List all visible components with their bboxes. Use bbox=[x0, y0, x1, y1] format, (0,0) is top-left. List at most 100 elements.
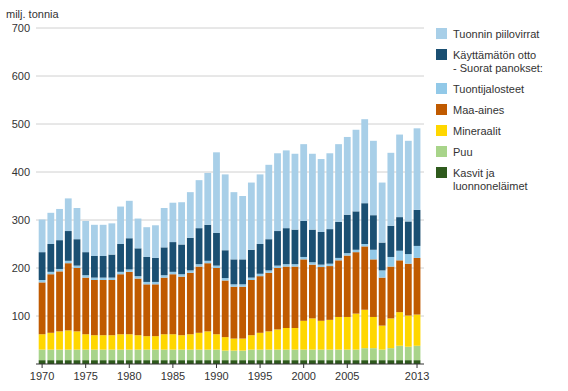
bar-segment bbox=[370, 141, 377, 215]
bar-segment bbox=[318, 232, 325, 265]
x-tick bbox=[42, 364, 43, 368]
bar-segment bbox=[326, 266, 333, 320]
bar-segment bbox=[178, 335, 185, 349]
legend-label: Käyttämätön otto- Suorat panokset: bbox=[453, 49, 543, 74]
y-tick-label: 200 bbox=[12, 262, 30, 274]
bar-segment bbox=[318, 159, 325, 232]
bar-segment bbox=[318, 360, 325, 364]
bar-segment bbox=[344, 137, 351, 215]
bar-segment bbox=[100, 360, 107, 364]
bar-segment bbox=[91, 350, 98, 361]
bar-segment bbox=[370, 250, 377, 260]
y-tick-label: 700 bbox=[12, 22, 30, 34]
legend-swatch bbox=[436, 83, 447, 94]
bars bbox=[39, 119, 421, 364]
chart-container: 1002003004005006007001970197519801985199… bbox=[0, 0, 568, 391]
bar-segment bbox=[213, 360, 220, 364]
bar-segment bbox=[135, 360, 142, 364]
x-tick-label: 1995 bbox=[248, 370, 272, 382]
bar-segment bbox=[318, 267, 325, 321]
bar-segment bbox=[56, 331, 63, 349]
x-tick-label: 1990 bbox=[204, 370, 228, 382]
bar-segment bbox=[335, 350, 342, 361]
bar-segment bbox=[65, 263, 72, 330]
bar-segment bbox=[353, 360, 360, 364]
bar-segment bbox=[326, 264, 333, 266]
bar-segment bbox=[196, 333, 203, 350]
bar-segment bbox=[405, 360, 412, 364]
bar-segment bbox=[108, 255, 115, 278]
bar-segment bbox=[56, 209, 63, 240]
bar-segment bbox=[370, 215, 377, 250]
bar-segment bbox=[396, 251, 403, 261]
bar-segment bbox=[274, 329, 281, 349]
bar-segment bbox=[414, 315, 421, 346]
bar-segment bbox=[161, 350, 168, 361]
bar-segment bbox=[335, 360, 342, 364]
bar-segment bbox=[292, 230, 299, 265]
bar-segment bbox=[248, 335, 255, 349]
bar-segment bbox=[387, 318, 394, 348]
bar-segment bbox=[91, 280, 98, 335]
bar-segment bbox=[39, 350, 46, 361]
bar-segment bbox=[361, 360, 368, 364]
bar-segment bbox=[292, 264, 299, 266]
bar-segment bbox=[161, 208, 168, 247]
bar-segment bbox=[396, 135, 403, 218]
bar-segment bbox=[265, 273, 272, 332]
legend-swatch bbox=[436, 28, 447, 39]
bar-segment bbox=[187, 350, 194, 361]
bar-segment bbox=[187, 273, 194, 334]
bar-segment bbox=[39, 360, 46, 364]
bar-segment bbox=[204, 360, 211, 364]
text-line: Tuontijalosteet bbox=[453, 83, 524, 95]
bar-segment bbox=[353, 250, 360, 252]
bar-segment bbox=[108, 278, 115, 280]
grid bbox=[36, 28, 424, 316]
bar-segment bbox=[161, 247, 168, 275]
bar-segment bbox=[274, 266, 281, 268]
bar-segment bbox=[257, 350, 264, 361]
chart: 1002003004005006007001970197519801985199… bbox=[0, 0, 568, 391]
bar-segment bbox=[39, 280, 46, 282]
legend-swatch bbox=[436, 146, 447, 157]
bar-segment bbox=[222, 174, 229, 250]
bar-segment bbox=[196, 264, 203, 266]
bar-segment bbox=[204, 263, 211, 331]
bar-segment bbox=[379, 183, 386, 243]
bar-segment bbox=[196, 228, 203, 264]
bar-segment bbox=[353, 130, 360, 212]
bar-segment bbox=[82, 275, 89, 277]
bar-segment bbox=[231, 284, 238, 286]
bar-segment bbox=[187, 238, 194, 271]
bar-segment bbox=[117, 274, 124, 334]
bar-segment bbox=[135, 219, 142, 249]
bar-segment bbox=[300, 360, 307, 364]
legend-label: Puu bbox=[453, 146, 473, 158]
legend-item: Tuontijalosteet bbox=[436, 83, 524, 95]
x-tick-label: 2000 bbox=[291, 370, 315, 382]
bar-segment bbox=[152, 336, 159, 349]
bar-segment bbox=[414, 258, 421, 315]
bar-segment bbox=[47, 244, 54, 272]
bar-segment bbox=[361, 310, 368, 348]
bar-segment bbox=[187, 334, 194, 349]
bar-segment bbox=[222, 337, 229, 350]
bar-segment bbox=[379, 326, 386, 350]
bar-segment bbox=[292, 360, 299, 364]
legend-label: Kasvit jaluonnoneläimet bbox=[453, 167, 528, 192]
bar-segment bbox=[405, 221, 412, 254]
bar-segment bbox=[222, 250, 229, 278]
legend-label: Maa-aines bbox=[453, 104, 505, 116]
bar-segment bbox=[126, 201, 133, 238]
bar-segment bbox=[56, 350, 63, 361]
bar-segment bbox=[65, 231, 72, 261]
bar-segment bbox=[204, 173, 211, 225]
text-line: Tuonnin piilovirrat bbox=[453, 28, 539, 40]
bar-segment bbox=[405, 347, 412, 360]
bar-segment bbox=[353, 252, 360, 313]
bar-segment bbox=[300, 350, 307, 361]
bar-segment bbox=[248, 350, 255, 361]
bar-segment bbox=[292, 154, 299, 230]
series bbox=[39, 360, 421, 364]
